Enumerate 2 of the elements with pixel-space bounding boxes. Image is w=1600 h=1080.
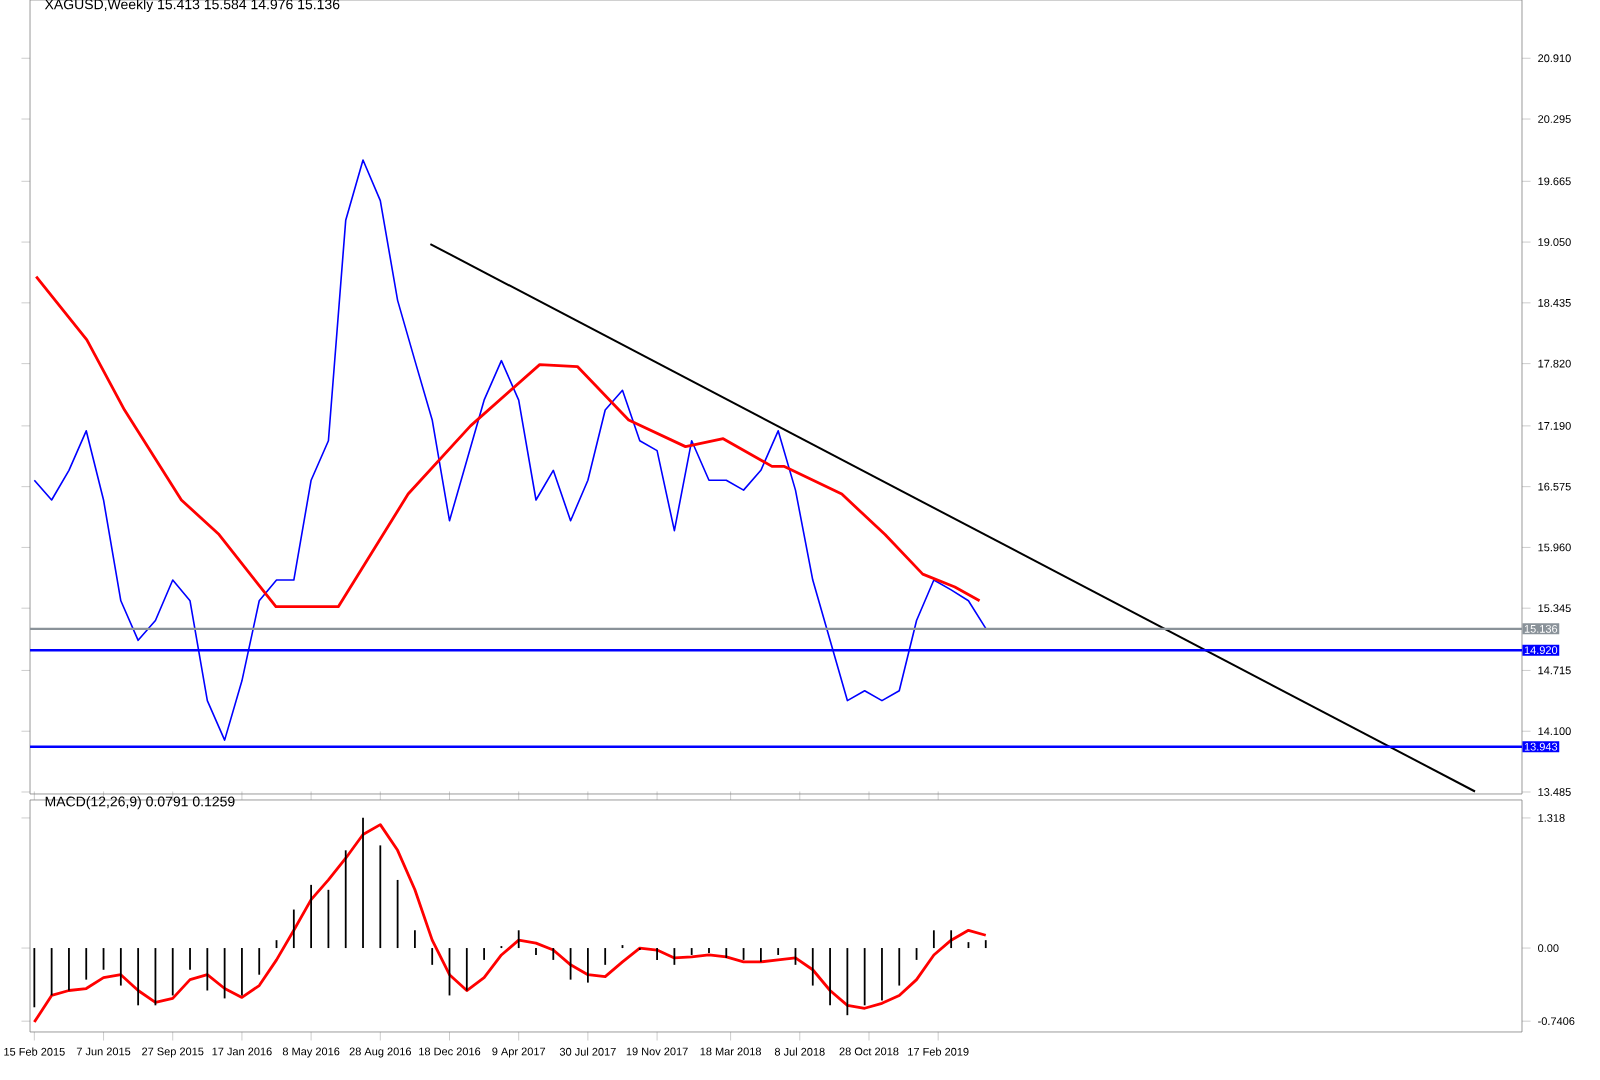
line-series <box>32 823 988 1024</box>
line-series <box>34 275 981 609</box>
